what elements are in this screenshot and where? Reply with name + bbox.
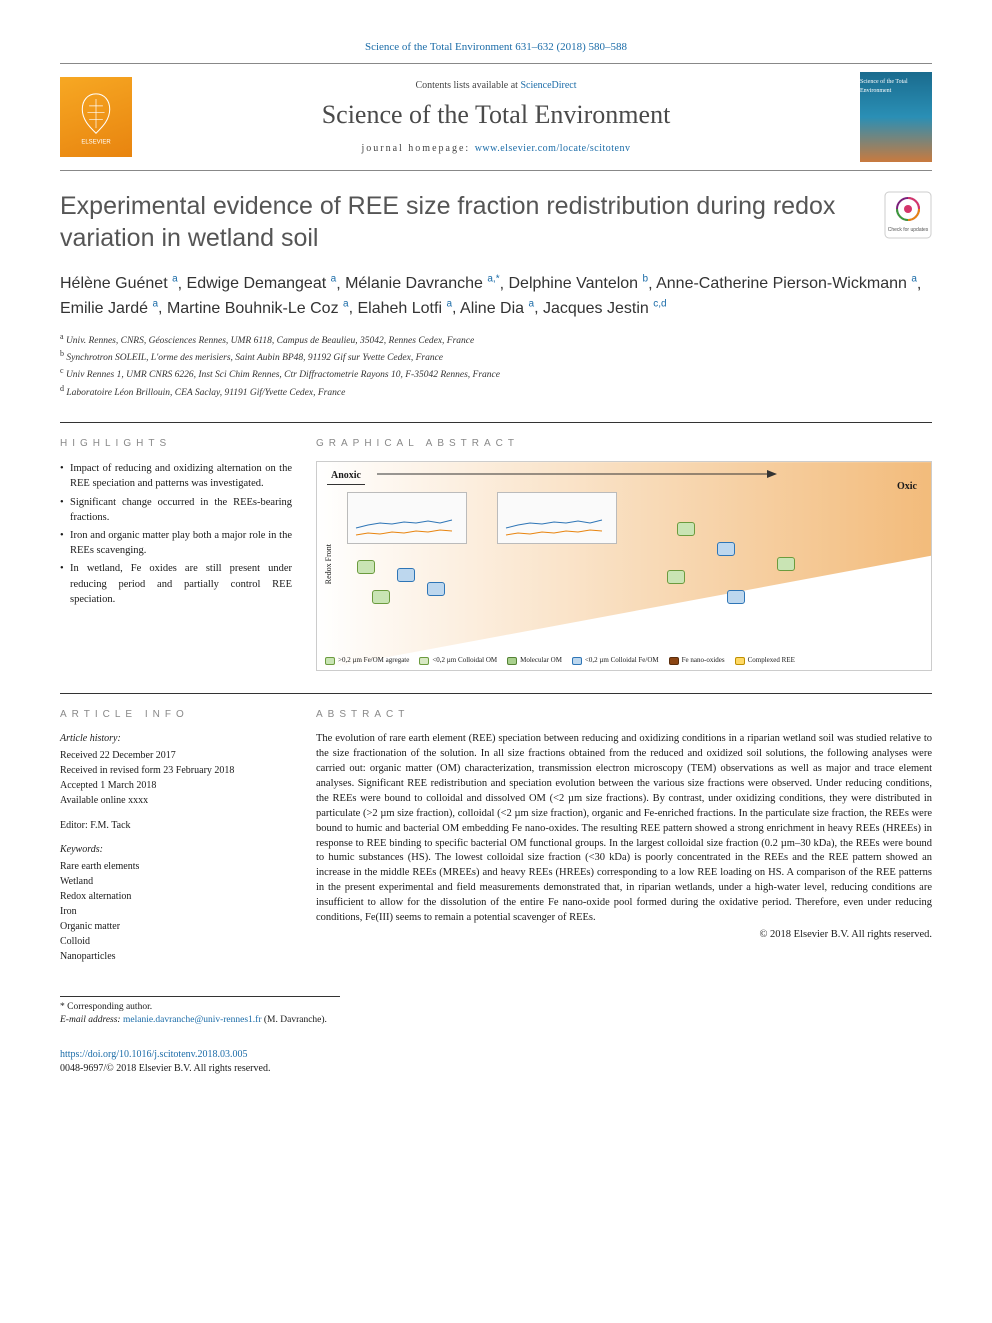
ga-mini-chart (497, 492, 617, 544)
doi-link[interactable]: https://doi.org/10.1016/j.scitotenv.2018… (60, 1049, 248, 1060)
history-label: Article history: (60, 732, 292, 746)
affiliation: c Univ Rennes 1, UMR CNRS 6226, Inst Sci… (60, 365, 932, 382)
issn-copyright: 0048-9697/© 2018 Elsevier B.V. All right… (60, 1063, 270, 1074)
ga-legend-item: <0,2 µm Colloidal OM (419, 656, 497, 666)
ga-particle (727, 590, 745, 604)
ga-legend: >0,2 µm Fe/OM agregate <0,2 µm Colloidal … (325, 656, 923, 666)
article-info-label: ARTICLE INFO (60, 708, 292, 722)
ga-particle (677, 522, 695, 536)
svg-text:Check for updates: Check for updates (888, 227, 929, 233)
ga-particle (372, 590, 390, 604)
contents-available: Contents lists available at ScienceDirec… (142, 79, 850, 93)
ga-particle (777, 557, 795, 571)
highlight-item: Iron and organic matter play both a majo… (60, 528, 292, 558)
highlight-item: In wetland, Fe oxides are still present … (60, 561, 292, 607)
affiliations: a Univ. Rennes, CNRS, Géosciences Rennes… (60, 331, 932, 401)
check-updates-badge[interactable]: Check for updates (884, 191, 932, 239)
author: Martine Bouhnik-Le Coz a (167, 300, 349, 317)
keywords-list: Rare earth elementsWetlandRedox alternat… (60, 859, 292, 964)
highlight-item: Significant change occurred in the REEs-… (60, 495, 292, 525)
ga-redox-label: Redox Front (323, 544, 334, 584)
ga-particle (667, 570, 685, 584)
author: Hélène Guénet a (60, 275, 178, 292)
article-info: Article history: Received 22 December 20… (60, 732, 292, 964)
ga-particle (397, 568, 415, 582)
ga-legend-item: >0,2 µm Fe/OM agregate (325, 656, 409, 666)
author: Delphine Vantelon b (509, 275, 649, 292)
author: Edwige Demangeat a (187, 275, 337, 292)
editor-line: Editor: F.M. Tack (60, 818, 292, 833)
author-list: Hélène Guénet a, Edwige Demangeat a, Mél… (60, 272, 932, 321)
author: Mélanie Davranche a,* (345, 275, 500, 292)
highlight-item: Impact of reducing and oxidizing alterna… (60, 461, 292, 491)
top-citation: Science of the Total Environment 631–632… (60, 40, 932, 55)
journal-homepage: journal homepage: www.elsevier.com/locat… (142, 142, 850, 156)
abstract-text: The evolution of rare earth element (REE… (316, 732, 932, 926)
ga-particle (357, 560, 375, 574)
corresponding-email-link[interactable]: melanie.davranche@univ-rennes1.fr (123, 1015, 262, 1025)
ga-oxic-label: Oxic (897, 480, 917, 494)
ga-legend-item: <0,2 µm Colloidal Fe/OM (572, 656, 659, 666)
affiliation: b Synchrotron SOLEIL, L'orme des merisie… (60, 348, 932, 365)
ga-legend-item: Fe nano-oxides (669, 656, 725, 666)
masthead: ELSEVIER Contents lists available at Sci… (60, 63, 932, 171)
svg-text:ELSEVIER: ELSEVIER (81, 140, 111, 146)
graphical-abstract-figure: Anoxic Oxic Redox Front >0,2 µm Fe/OM ag… (316, 461, 932, 671)
abstract-label: ABSTRACT (316, 708, 932, 722)
ga-legend-item: Complexed REE (735, 656, 795, 666)
ga-particle (427, 582, 445, 596)
divider (60, 422, 932, 423)
top-citation-link[interactable]: Science of the Total Environment 631–632… (365, 41, 627, 53)
article-title: Experimental evidence of REE size fracti… (60, 191, 864, 254)
affiliation: d Laboratoire Léon Brillouin, CEA Saclay… (60, 383, 932, 400)
divider (60, 693, 932, 694)
keywords-label: Keywords: (60, 843, 292, 857)
highlights-label: HIGHLIGHTS (60, 437, 292, 451)
affiliation: a Univ. Rennes, CNRS, Géosciences Rennes… (60, 331, 932, 348)
graphical-abstract-label: GRAPHICAL ABSTRACT (316, 437, 932, 451)
ga-legend-item: Molecular OM (507, 656, 562, 666)
highlights-list: Impact of reducing and oxidizing alterna… (60, 461, 292, 607)
author: Jacques Jestin c,d (543, 300, 667, 317)
ga-particle (717, 542, 735, 556)
journal-homepage-link[interactable]: www.elsevier.com/locate/scitotenv (475, 143, 631, 154)
corresponding-author-note: * Corresponding author. E-mail address: … (60, 996, 340, 1028)
author: Aline Dia a (460, 300, 534, 317)
article-history: Received 22 December 2017Received in rev… (60, 748, 292, 808)
author: Anne-Catherine Pierson-Wickmann a (656, 275, 917, 292)
abstract-copyright: © 2018 Elsevier B.V. All rights reserved… (316, 928, 932, 943)
elsevier-logo: ELSEVIER (60, 77, 132, 157)
author: Emilie Jardé a (60, 300, 158, 317)
ga-anoxic-label: Anoxic (327, 468, 365, 485)
author: Elaheh Lotfi a (357, 300, 452, 317)
journal-name: Science of the Total Environment (142, 97, 850, 133)
journal-cover-thumb: Science of the Total Environment (860, 72, 932, 162)
footer: https://doi.org/10.1016/j.scitotenv.2018… (60, 1048, 932, 1076)
sciencedirect-link[interactable]: ScienceDirect (520, 80, 576, 91)
ga-mini-chart (347, 492, 467, 544)
